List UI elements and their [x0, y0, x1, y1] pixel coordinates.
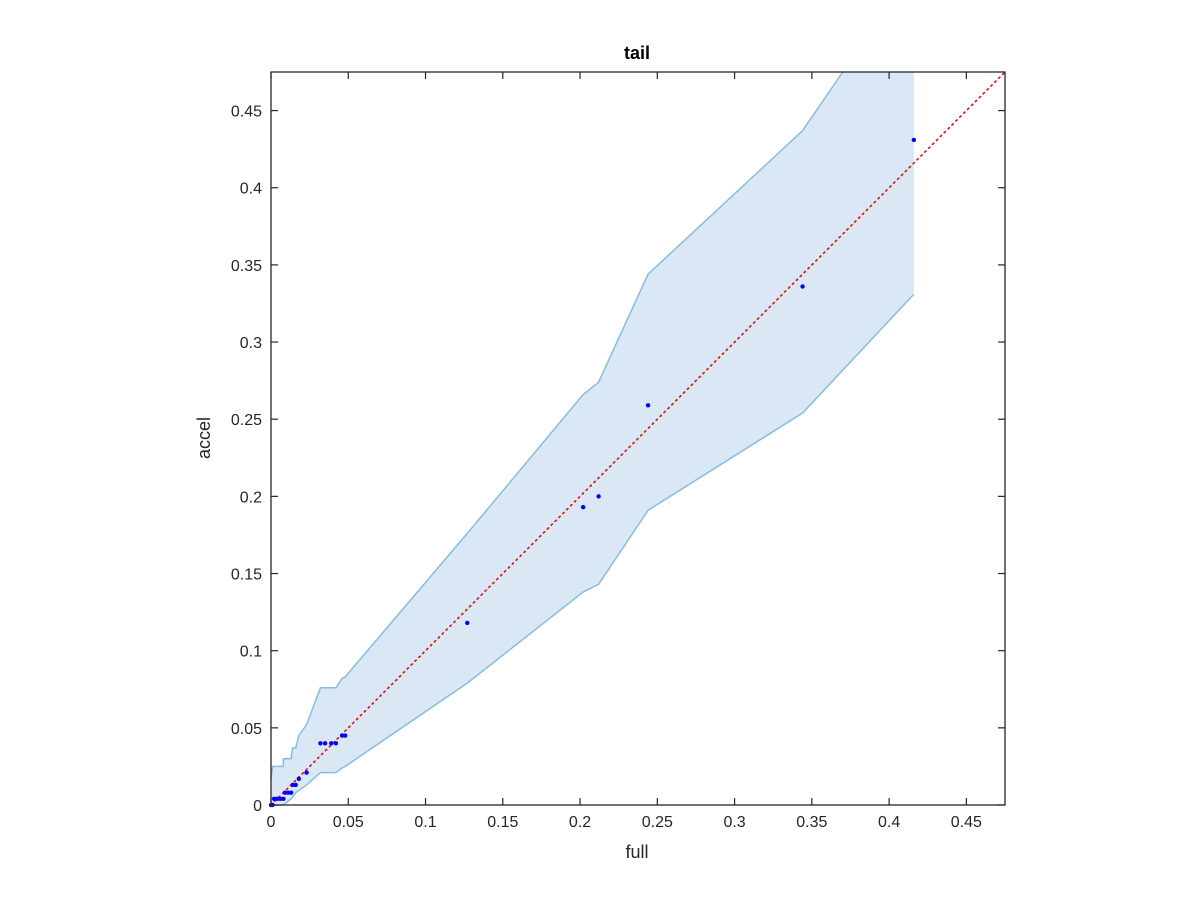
data-point: [800, 284, 805, 289]
data-point: [342, 733, 348, 738]
x-tick-label: 0.45: [951, 814, 982, 831]
y-tick-label: 0.3: [240, 335, 262, 352]
data-point: [911, 137, 917, 143]
y-tick-label: 0.2: [240, 489, 262, 506]
data-point: [333, 741, 339, 746]
data-point: [596, 494, 601, 499]
data-point: [329, 741, 334, 746]
x-tick-label: 0.05: [333, 814, 364, 831]
y-tick-label: 0.25: [231, 412, 262, 429]
x-tick-label: 0.15: [487, 814, 518, 831]
data-point: [318, 741, 323, 746]
band-upper-edge: [270, 71, 844, 779]
data-point: [278, 796, 283, 802]
y-tick-label: 0: [253, 798, 262, 815]
data-point: [288, 790, 294, 795]
data-point: [322, 741, 328, 746]
y-tick-label: 0.05: [231, 721, 262, 738]
reference-line: [270, 71, 1006, 806]
x-tick-label: 0.1: [414, 814, 436, 831]
y-tick-label: 0.15: [231, 567, 262, 584]
y-tick-label: 0.4: [240, 181, 262, 198]
data-point: [580, 504, 586, 510]
axes: [270, 71, 1006, 806]
x-tick-label: 0: [267, 814, 276, 831]
x-axis-label: full: [625, 842, 648, 862]
plot-frame: [270, 71, 1006, 806]
x-tick-label: 0.35: [796, 814, 827, 831]
data-points: [268, 137, 917, 808]
band-lower-edge: [271, 293, 915, 806]
y-axis-label: accel: [194, 417, 214, 459]
data-point: [281, 796, 286, 802]
data-point: [304, 770, 309, 775]
y-tick-label: 0.45: [231, 104, 262, 121]
x-tick-label: 0.25: [642, 814, 673, 831]
data-point: [645, 403, 651, 408]
y-tick-label: 0.35: [231, 258, 262, 275]
data-point: [465, 620, 470, 626]
band-fill: [271, 72, 914, 805]
identity-line: [270, 71, 1006, 806]
data-point: [282, 790, 288, 795]
x-tick-label: 0.3: [723, 814, 745, 831]
x-tick-label: 0.4: [878, 814, 900, 831]
data-point: [339, 733, 345, 738]
y-tick-label: 0.1: [240, 644, 262, 661]
data-point: [290, 782, 295, 788]
data-point: [274, 796, 280, 802]
data-point: [296, 776, 302, 781]
tick-labels: 0 0.05 0.1 0.15 0.2 0.25 0.3 0.35 0.4 0.45 0 0.05 0.…: [231, 104, 982, 831]
data-point: [285, 790, 291, 795]
data-point: [271, 796, 277, 802]
chart-title: tail: [624, 43, 650, 63]
confidence-band: [270, 71, 915, 806]
data-point: [293, 782, 298, 788]
x-tick-label: 0.2: [569, 814, 591, 831]
